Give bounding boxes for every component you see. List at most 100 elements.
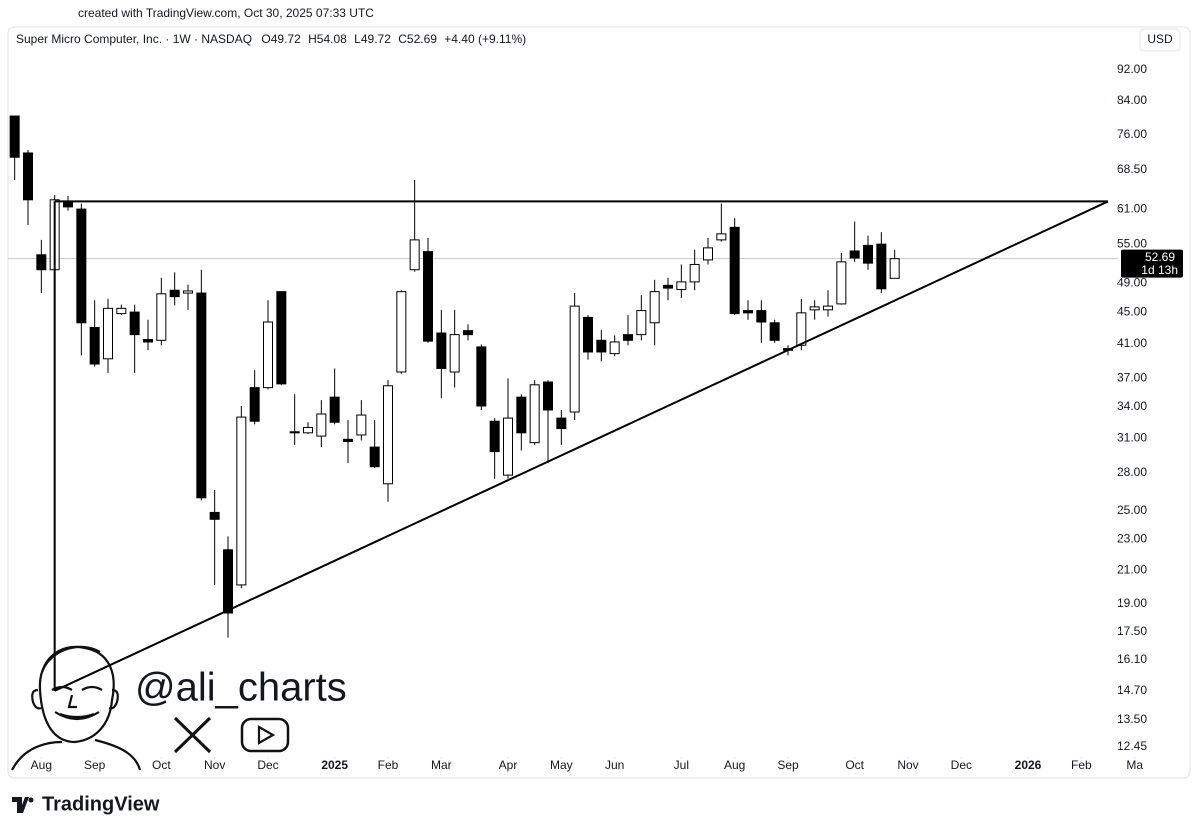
- candle-body: [649, 291, 660, 324]
- x-icon: [173, 716, 212, 754]
- watermark: @ali_charts: [11, 645, 347, 771]
- x-tick-label: Mar: [431, 758, 452, 772]
- candle-body: [503, 417, 513, 476]
- candle-body: [143, 338, 153, 343]
- candle-body: [769, 322, 780, 341]
- candle-body: [676, 281, 687, 291]
- candle-body: [356, 414, 367, 436]
- ohlc-label: H: [308, 32, 317, 46]
- chart-title: Super Micro Computer, Inc. · 1W · NASDAQ: [16, 32, 252, 46]
- y-tick-label: 28.00: [1117, 465, 1147, 479]
- candle-body: [396, 291, 407, 373]
- candle-body: [636, 310, 647, 336]
- candle-body: [9, 115, 20, 158]
- y-tick-label: 68.50: [1117, 162, 1147, 176]
- candle-body: [103, 307, 113, 360]
- candle-body: [463, 330, 473, 336]
- x-tick-label: Aug: [31, 758, 52, 772]
- candle-body: [423, 251, 433, 342]
- ohlc-label: L: [354, 32, 361, 46]
- candle-body: [129, 311, 140, 336]
- y-tick-label: 17.50: [1117, 624, 1147, 638]
- candle-body: [743, 310, 753, 314]
- y-tick-label: 84.00: [1117, 93, 1147, 107]
- x-tick-label: Ma: [1126, 758, 1143, 772]
- y-tick-label: 16.10: [1117, 652, 1147, 666]
- candle-body: [276, 291, 287, 385]
- y-tick-label: 31.00: [1117, 430, 1147, 444]
- candle-body: [756, 310, 767, 323]
- plot-area: 12.45 13.50 14.70 16.10 17.50 19.00 21.00 23.00…: [8, 62, 1183, 772]
- brand-dot: [28, 797, 34, 803]
- candle-body: [409, 239, 420, 271]
- candle-body: [63, 201, 73, 208]
- avatar: [11, 645, 142, 771]
- legend: Super Micro Computer, Inc. · 1W · NASDAQ…: [16, 32, 526, 46]
- handle: @ali_charts: [135, 666, 347, 710]
- candle-body: [703, 247, 713, 261]
- countdown: 1d 13h: [1141, 263, 1178, 277]
- x-tick-label: Jul: [674, 758, 689, 772]
- candle-body: [209, 511, 220, 520]
- candle-body: [369, 446, 380, 468]
- y-tick-label: 37.00: [1117, 371, 1147, 385]
- ohlc-value: 52.69: [407, 32, 437, 46]
- candle-body: [796, 312, 807, 346]
- candle-body: [236, 416, 247, 586]
- candle-body: [823, 305, 833, 311]
- candle-body: [689, 263, 700, 283]
- candle-body: [596, 339, 607, 353]
- candle-body: [876, 243, 887, 290]
- brand-logo: TradingView: [12, 793, 160, 815]
- candle-body: [343, 438, 353, 443]
- y-tick-label: 49.00: [1117, 275, 1147, 289]
- candle-body: [836, 261, 847, 305]
- x-tick-label: Aug: [724, 758, 745, 772]
- y-tick-label: 23.00: [1117, 531, 1147, 545]
- candle-body: [289, 431, 300, 434]
- x-tick-label: Feb: [1071, 758, 1092, 772]
- candle-body: [196, 292, 207, 499]
- x-tick-label: Dec: [257, 758, 278, 772]
- x-tick-label: 2026: [1015, 758, 1042, 772]
- x-tick-label: Nov: [897, 758, 918, 772]
- candle-body: [316, 413, 327, 437]
- brand-mark: [12, 797, 29, 813]
- y-tick-label: 92.00: [1117, 62, 1147, 76]
- candle-body: [716, 233, 727, 241]
- x-tick-label: Nov: [204, 758, 225, 772]
- trendline: [54, 200, 1109, 692]
- candle-body: [809, 306, 820, 311]
- x-tick-label: Sep: [84, 758, 106, 772]
- candle-body: [543, 381, 553, 411]
- x-tick-label: May: [550, 758, 573, 772]
- candle-body: [329, 396, 340, 423]
- y-tick-label: 21.00: [1117, 562, 1147, 576]
- candle-body: [889, 258, 900, 279]
- currency-box: [1139, 28, 1181, 52]
- candle-body: [76, 208, 87, 324]
- y-tick-label: 41.00: [1117, 336, 1147, 350]
- candle-body: [609, 341, 620, 355]
- y-tick-label: 13.50: [1117, 712, 1147, 726]
- currency: USD: [1147, 32, 1173, 46]
- candle-body: [436, 332, 447, 369]
- candle-body: [156, 293, 167, 341]
- x-tick-label: 2025: [321, 758, 348, 772]
- candle-body: [556, 417, 567, 430]
- x-tick-label: Oct: [845, 758, 864, 772]
- price-tag: [1121, 249, 1183, 278]
- candle-body: [36, 254, 47, 271]
- ohlc-value: 54.08: [317, 32, 347, 46]
- candle-body: [729, 226, 740, 315]
- candle-body: [169, 289, 180, 298]
- ohlc-label: C: [398, 32, 407, 46]
- y-tick-label: 14.70: [1117, 683, 1147, 697]
- created-note: created with TradingView.com, Oct 30, 20…: [78, 6, 374, 20]
- y-tick-label: 61.00: [1117, 201, 1147, 215]
- x-tick-label: Feb: [378, 758, 399, 772]
- ohlc-value: 49.72: [361, 32, 391, 46]
- candle-body: [476, 346, 487, 407]
- x-tick-label: Oct: [152, 758, 171, 772]
